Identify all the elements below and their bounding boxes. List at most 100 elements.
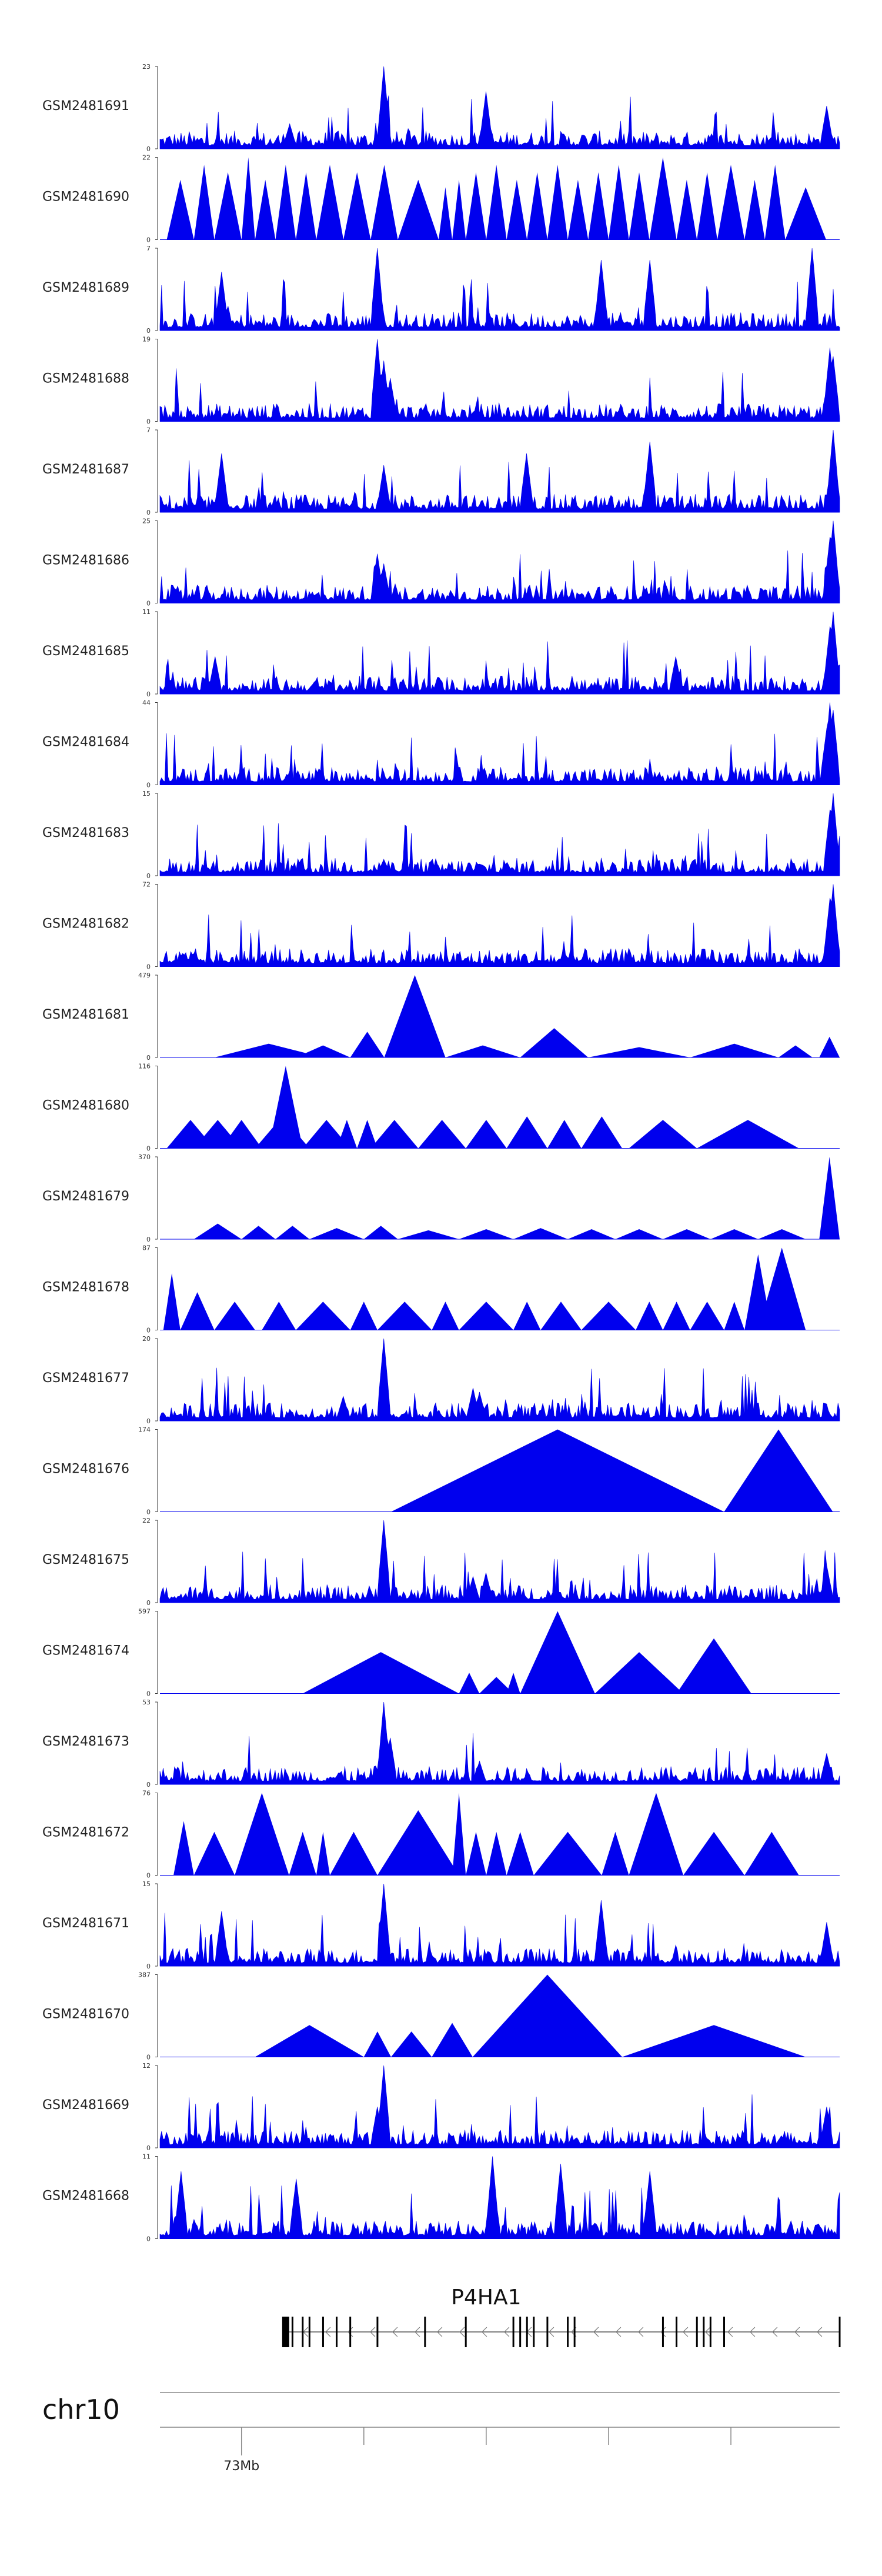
signal-peak bbox=[683, 1831, 745, 1876]
signal-peak bbox=[269, 1066, 303, 1149]
track-GSM2481675: GSM2481675 22 0 bbox=[42, 1517, 840, 1607]
signal-peak bbox=[357, 1120, 377, 1149]
track-GSM2481689: GSM2481689 7 0 bbox=[42, 245, 840, 335]
signal-peak bbox=[629, 1793, 684, 1876]
ymin-label: 0 bbox=[146, 1963, 151, 1970]
ymax-label: 11 bbox=[142, 608, 151, 616]
signal-peak bbox=[758, 1229, 806, 1239]
signal-peak bbox=[193, 1223, 242, 1239]
ymin-label: 0 bbox=[146, 872, 151, 880]
ymin-label: 0 bbox=[146, 782, 151, 789]
ymin-label: 0 bbox=[146, 600, 151, 608]
signal-peak bbox=[336, 1120, 358, 1149]
signal-peak bbox=[241, 1226, 276, 1239]
track-GSM2481678: GSM2481678 87 0 bbox=[42, 1244, 840, 1334]
ymin-label: 0 bbox=[146, 963, 151, 971]
exon bbox=[573, 2317, 576, 2347]
track-label: GSM2481672 bbox=[42, 1826, 129, 1840]
signal-peak bbox=[615, 1229, 663, 1239]
track-label: GSM2481675 bbox=[42, 1553, 129, 1567]
strand-arrow bbox=[750, 2327, 756, 2337]
signal-peak bbox=[255, 2025, 364, 2057]
ymin-label: 0 bbox=[146, 1781, 151, 1788]
signal-peak bbox=[697, 172, 717, 240]
strand-arrow bbox=[593, 2327, 599, 2337]
track-label: GSM2481684 bbox=[42, 735, 129, 750]
ymin-label: 0 bbox=[146, 1690, 151, 1698]
track-GSM2481686: GSM2481686 25 0 bbox=[42, 518, 840, 608]
ymax-label: 597 bbox=[138, 1608, 151, 1616]
signal-peak bbox=[452, 179, 466, 240]
signal-peak bbox=[547, 165, 568, 240]
signal-peak bbox=[533, 1831, 602, 1876]
signal-tracks: GSM2481691230GSM2481690220GSM248168970GS… bbox=[42, 63, 840, 2243]
signal-peak bbox=[214, 172, 242, 240]
track-GSM2481680: GSM2481680 116 0 bbox=[42, 1063, 840, 1153]
signal-peak bbox=[779, 1045, 813, 1057]
signal-peak bbox=[391, 2031, 432, 2057]
signal-peak bbox=[459, 1673, 480, 1694]
signal-peak bbox=[744, 1831, 799, 1876]
signal-peak bbox=[527, 172, 547, 240]
exon bbox=[302, 2317, 304, 2347]
signal-peak bbox=[432, 2023, 473, 2057]
track-GSM2481685: GSM2481685 11 0 bbox=[42, 608, 840, 698]
signal-peak bbox=[309, 1228, 364, 1239]
signal-peak bbox=[166, 179, 194, 240]
signal-peak bbox=[391, 1429, 724, 1512]
track-GSM2481668: GSM2481668 11 0 bbox=[42, 2153, 840, 2243]
signal-peak bbox=[221, 1120, 262, 1149]
signal-peak bbox=[663, 1229, 711, 1239]
signal-peak bbox=[472, 1974, 623, 2057]
ymin-label: 0 bbox=[146, 2235, 151, 2243]
signal-peak bbox=[214, 1043, 323, 1057]
signal-peak bbox=[594, 1652, 684, 1694]
signal-peak bbox=[316, 1831, 330, 1876]
signal-peak bbox=[588, 1047, 690, 1057]
signal-peak bbox=[629, 1120, 697, 1149]
track-GSM2481690: GSM2481690 22 0 bbox=[42, 154, 840, 244]
chromosome-label: chr10 bbox=[42, 2394, 120, 2425]
strand-arrow bbox=[705, 2327, 711, 2337]
signal-peak bbox=[275, 1226, 310, 1239]
signal-peak bbox=[602, 1831, 629, 1876]
chromosome-axis: chr10 73Mb bbox=[42, 2392, 840, 2474]
track-label: GSM2481685 bbox=[42, 644, 129, 659]
signal-peak bbox=[296, 1302, 350, 1330]
exon bbox=[291, 2317, 293, 2347]
exon bbox=[703, 2317, 705, 2347]
signal-peak bbox=[241, 157, 255, 240]
signal-area bbox=[159, 248, 840, 331]
exon bbox=[662, 2317, 664, 2347]
tick-label: 73Mb bbox=[223, 2459, 259, 2474]
signal-peak bbox=[547, 1120, 582, 1149]
ymax-label: 25 bbox=[142, 518, 151, 525]
signal-peak bbox=[384, 975, 446, 1057]
ymin-label: 0 bbox=[146, 1236, 151, 1243]
track-label: GSM2481680 bbox=[42, 1099, 129, 1113]
track-GSM2481679: GSM2481679 370 0 bbox=[42, 1153, 840, 1243]
ymax-label: 15 bbox=[142, 790, 151, 798]
signal-peak bbox=[163, 1273, 181, 1330]
track-GSM2481687: GSM2481687 7 0 bbox=[42, 426, 840, 516]
signal-peak bbox=[432, 1302, 459, 1330]
signal-peak bbox=[581, 1302, 636, 1330]
track-label: GSM2481683 bbox=[42, 826, 129, 840]
exon bbox=[512, 2317, 514, 2347]
signal-peak bbox=[193, 1831, 235, 1876]
signal-peak bbox=[445, 1045, 520, 1057]
signal-peak bbox=[343, 172, 371, 240]
signal-peak bbox=[302, 1120, 350, 1149]
track-label: GSM2481691 bbox=[42, 99, 129, 114]
strand-arrow bbox=[504, 2327, 510, 2337]
track-label: GSM2481668 bbox=[42, 2189, 129, 2204]
signal-peak bbox=[506, 1116, 547, 1149]
ymin-label: 0 bbox=[146, 1509, 151, 1516]
track-label: GSM2481689 bbox=[42, 281, 129, 295]
signal-peak bbox=[377, 1302, 432, 1330]
signal-peak bbox=[690, 1302, 724, 1330]
signal-peak bbox=[397, 179, 439, 240]
signal-peak bbox=[609, 165, 629, 240]
exon bbox=[465, 2317, 467, 2347]
gene-track: P4HA1 bbox=[282, 2285, 841, 2347]
